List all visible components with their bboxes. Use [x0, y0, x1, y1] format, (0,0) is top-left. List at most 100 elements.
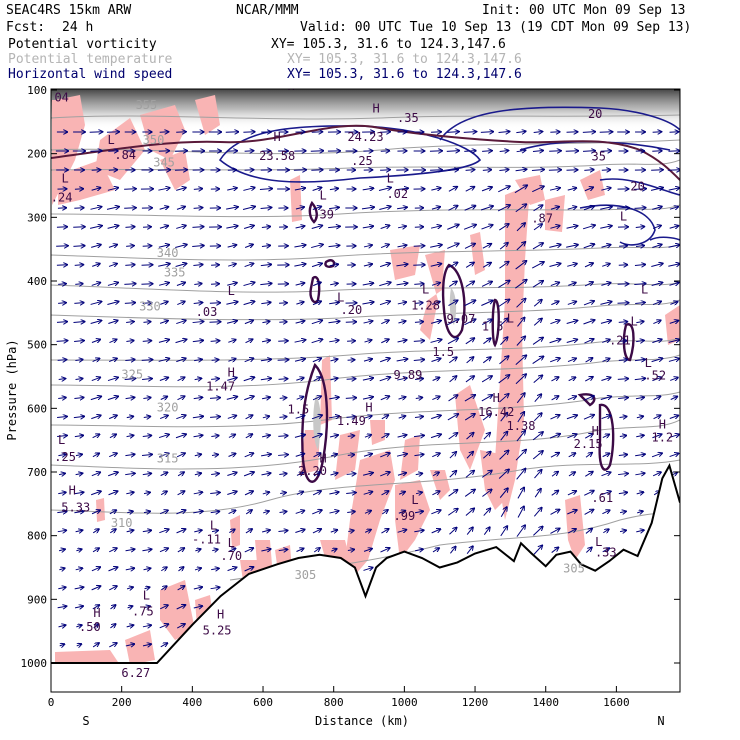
wind-arrow — [431, 510, 440, 515]
wind-arrow — [549, 264, 560, 267]
wind-arrow — [398, 321, 405, 323]
wind-arrow — [634, 359, 645, 360]
wind-arrow — [260, 264, 271, 265]
wind-arrow — [329, 207, 339, 208]
wind-arrow — [142, 549, 151, 550]
theta-label: 350 — [143, 133, 165, 147]
wind-arrow — [242, 207, 255, 210]
wind-arrow — [176, 132, 186, 133]
wind-arrow — [466, 357, 474, 364]
wind-arrow — [259, 189, 272, 190]
wind-arrow — [550, 320, 559, 325]
wind-arrow — [193, 302, 203, 303]
wind-arrow — [379, 377, 391, 382]
wind-arrow — [227, 491, 236, 494]
wind-arrow — [313, 377, 321, 381]
x-axis-ticks: 0 200 400 600 800 1000 1200 1400 1600 — [48, 686, 630, 709]
low-marker: L — [62, 171, 69, 185]
wind-arrow — [109, 434, 116, 437]
wind-arrow — [499, 169, 508, 170]
wind-arrow — [193, 265, 202, 266]
wind-arrow — [531, 169, 544, 170]
pv-label: .20 — [341, 303, 363, 317]
wind-arrow — [364, 340, 372, 342]
theta-label: 305 — [563, 562, 585, 576]
wind-arrow — [602, 359, 609, 362]
wind-arrow — [532, 451, 543, 460]
wind-arrow — [516, 242, 525, 251]
wind-arrow — [447, 414, 458, 421]
wind-arrow — [432, 302, 440, 305]
wind-arrow — [226, 226, 237, 228]
wind-arrow — [448, 490, 458, 497]
wind-arrow — [125, 265, 134, 266]
wind-arrow — [449, 281, 456, 287]
high-marker: H — [493, 391, 500, 405]
wind-arrow — [380, 472, 389, 477]
wind-arrow — [58, 473, 65, 474]
wind-arrow — [211, 455, 218, 456]
wind-arrow — [295, 283, 305, 285]
wind-arrow — [550, 510, 560, 515]
wind-arrow — [262, 492, 269, 494]
low-marker: L — [387, 171, 394, 185]
wind-arrow — [177, 491, 185, 496]
wind-arrow — [159, 529, 168, 534]
wind-arrow — [585, 472, 592, 477]
wind-arrow — [160, 491, 167, 494]
low-marker: L — [411, 493, 418, 507]
wind-arrow — [533, 205, 543, 212]
x-tick-label: 0 — [48, 696, 55, 709]
low-marker: L — [641, 283, 648, 297]
wind-arrow — [670, 397, 678, 400]
high-marker: H — [274, 130, 281, 144]
wind-arrow — [533, 375, 543, 384]
wind-arrow — [311, 320, 322, 325]
wind-arrow — [313, 453, 321, 458]
wind-arrow — [567, 207, 577, 209]
wind-arrow — [75, 530, 83, 532]
wind-arrow — [56, 322, 67, 323]
wind-arrow — [329, 511, 338, 513]
y-tick-label: 800 — [27, 530, 47, 543]
pv-label: 2.15 — [574, 437, 603, 451]
wind-arrow — [312, 396, 321, 401]
wind-arrow — [364, 530, 371, 533]
wind-arrow — [414, 284, 423, 285]
wind-arrow — [125, 473, 135, 474]
wind-arrow — [328, 245, 340, 246]
wind-arrow — [584, 282, 593, 287]
wind-arrow — [125, 454, 134, 455]
wind-arrow — [635, 246, 644, 247]
wind-arrow — [209, 322, 221, 323]
wind-arrow — [211, 568, 219, 569]
wind-arrow — [583, 206, 594, 211]
wind-arrow — [194, 568, 201, 570]
wind-arrow — [431, 207, 440, 209]
wind-arrow — [143, 606, 150, 608]
wind-arrow — [160, 472, 168, 475]
wind-arrow — [295, 416, 305, 419]
wind-arrow — [584, 263, 593, 268]
wind-arrow — [161, 586, 166, 590]
wind-arrow — [295, 226, 305, 228]
wind-arrow — [329, 340, 338, 342]
wind-arrow — [92, 529, 99, 533]
wind-arrow — [330, 378, 337, 380]
wind-arrow — [244, 548, 253, 553]
wind-arrow — [244, 244, 253, 247]
wind-arrow — [448, 300, 458, 307]
wind-arrow — [160, 302, 167, 305]
low-marker: L — [422, 283, 429, 297]
wind-arrow — [584, 170, 593, 171]
wind-arrow — [176, 453, 185, 458]
wind-arrow — [195, 549, 200, 551]
wind-arrow — [347, 360, 355, 361]
wind-arrow — [396, 454, 407, 456]
wind-arrow — [211, 530, 218, 531]
wind-arrow — [582, 225, 595, 230]
pv-label: .02 — [386, 187, 408, 201]
wind-arrow — [311, 225, 322, 230]
wind-arrow — [363, 454, 372, 457]
wind-arrow — [158, 283, 169, 286]
